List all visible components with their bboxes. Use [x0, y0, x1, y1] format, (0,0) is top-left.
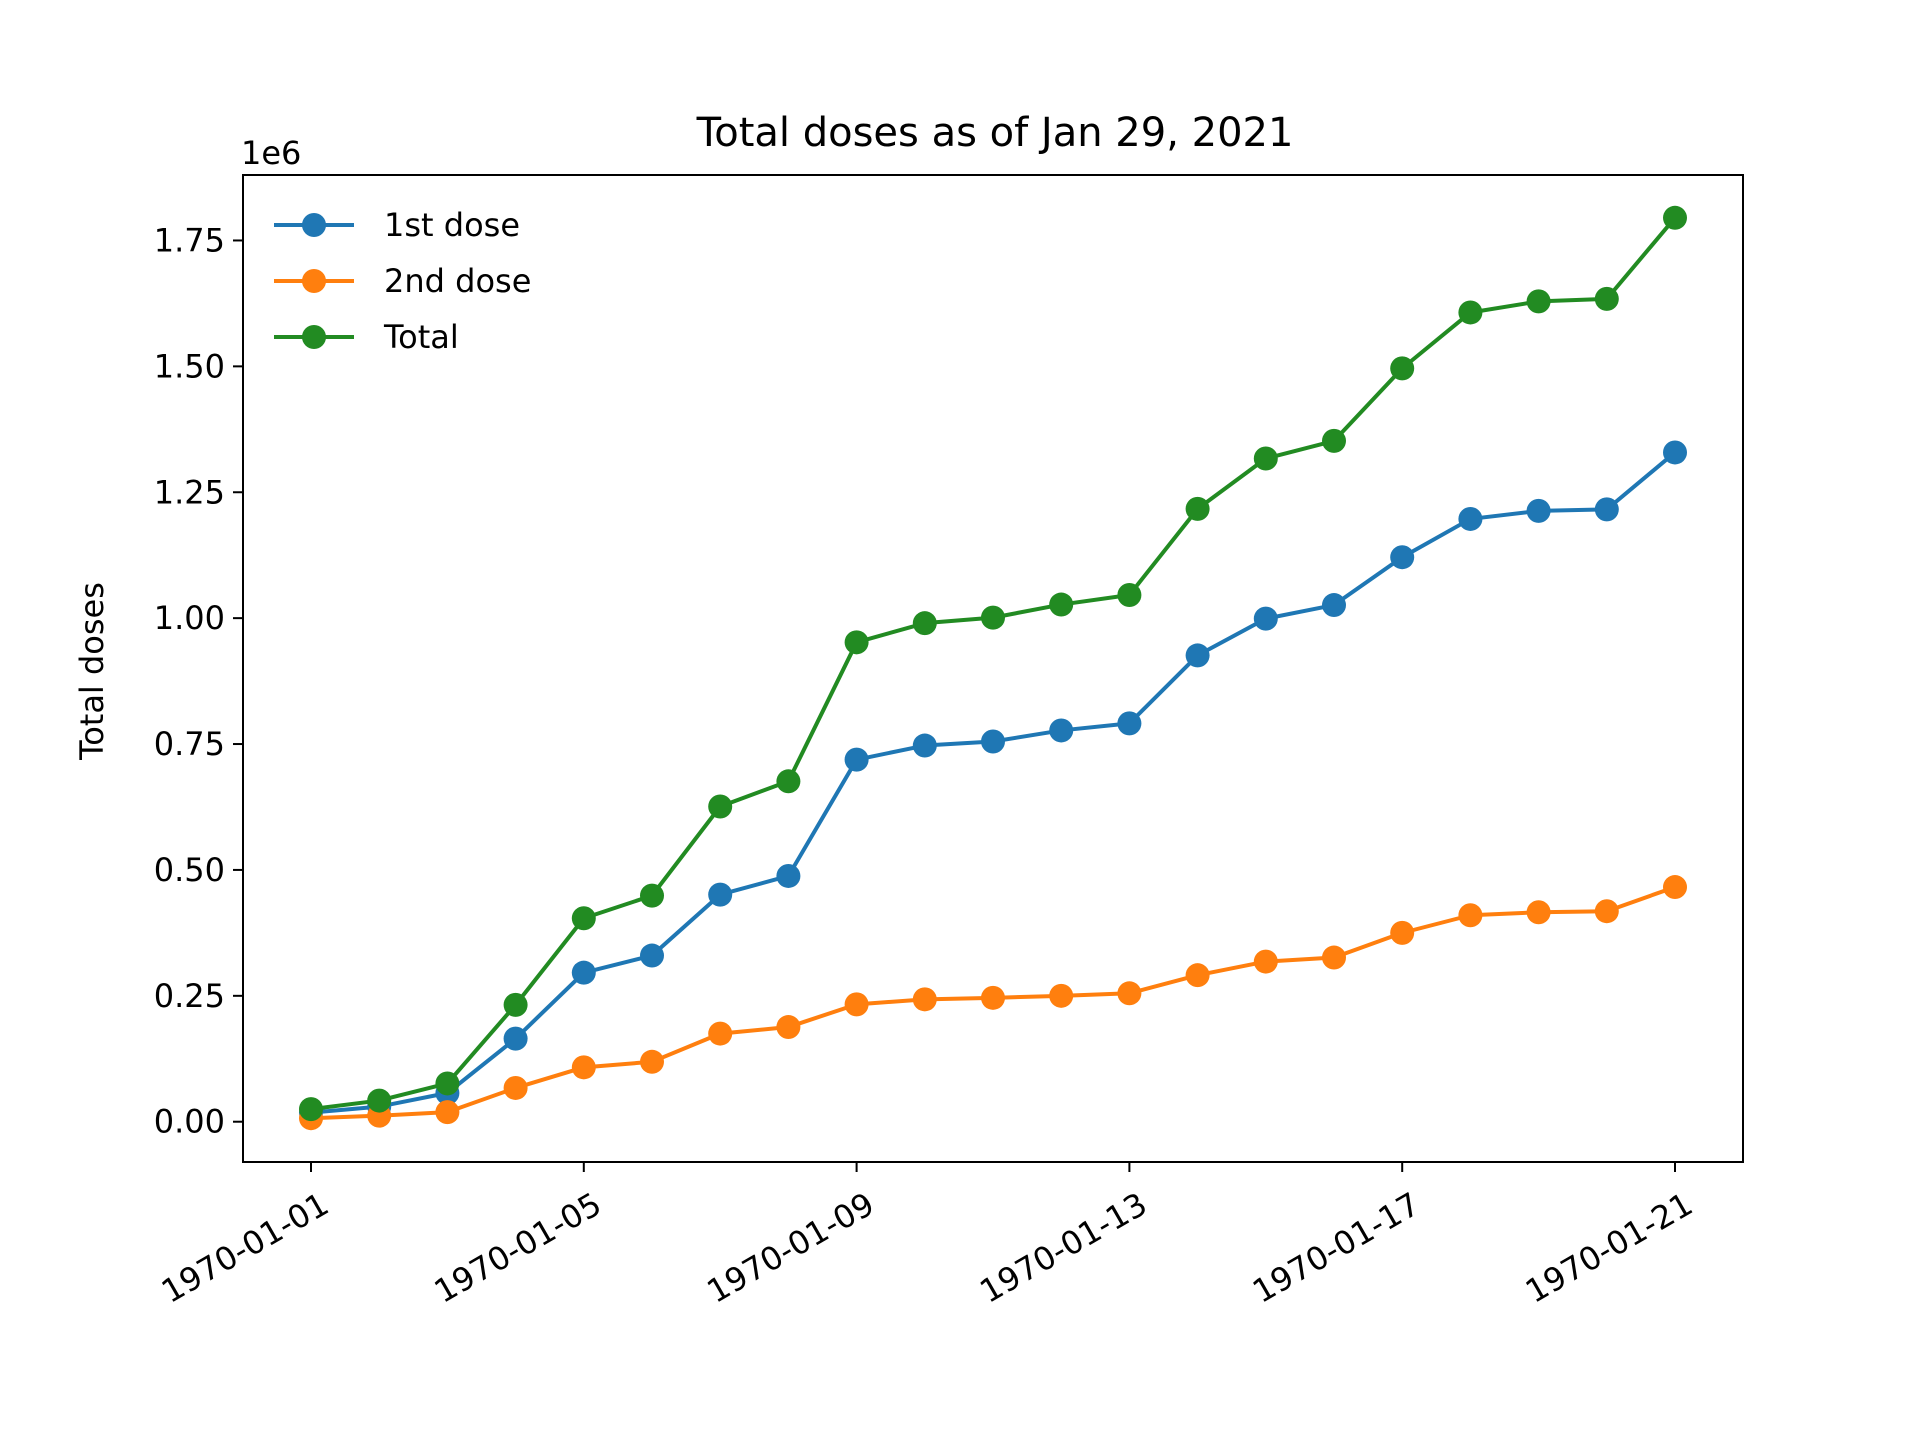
data-point	[1458, 506, 1483, 531]
data-point	[1117, 711, 1142, 736]
data-point	[1526, 498, 1551, 523]
data-point	[1390, 356, 1415, 381]
data-point	[503, 1075, 528, 1100]
series-line	[310, 216, 1677, 1112]
data-point	[1458, 300, 1483, 325]
x-tick-label: 1970-01-05	[428, 1185, 608, 1311]
data-point	[912, 733, 937, 758]
series-1st-dose	[299, 440, 1687, 1125]
y-tick-label: 0.25	[154, 977, 225, 1015]
x-tick-label: 1970-01-09	[701, 1185, 881, 1311]
data-point	[435, 1100, 460, 1125]
data-point	[1185, 963, 1210, 988]
y-tick-label: 1.00	[154, 599, 225, 637]
data-point	[1049, 592, 1074, 617]
y-axis-label: Total doses	[73, 582, 111, 761]
data-point	[1253, 446, 1278, 471]
legend-marker	[302, 269, 326, 293]
y-tick-label: 0.75	[154, 725, 225, 763]
data-point	[1594, 497, 1619, 522]
x-tick-label: 1970-01-13	[973, 1185, 1153, 1311]
data-point	[1663, 205, 1687, 230]
x-tick-label: 1970-01-17	[1246, 1185, 1426, 1311]
data-point	[435, 1071, 460, 1096]
data-point	[1253, 949, 1278, 974]
y-tick-label: 1.25	[154, 473, 225, 511]
x-tick-label: 1970-01-01	[155, 1185, 335, 1311]
legend-label: 2nd dose	[384, 262, 531, 300]
data-point	[1458, 903, 1483, 928]
data-point	[844, 747, 869, 772]
data-point	[912, 611, 937, 636]
y-tick-label: 1.75	[154, 221, 225, 259]
data-point	[1253, 606, 1278, 631]
legend-marker	[302, 213, 326, 237]
data-point	[1663, 875, 1687, 900]
series-total	[299, 205, 1687, 1122]
legend-label: Total	[383, 318, 459, 356]
data-point	[640, 883, 664, 908]
data-point	[1322, 945, 1346, 970]
data-point	[367, 1088, 392, 1113]
data-point	[1594, 286, 1619, 311]
y-tick-label: 1.50	[154, 347, 225, 385]
y-axis-offset-label: 1e6	[241, 134, 301, 172]
data-point	[1322, 428, 1346, 453]
legend-label: 1st dose	[384, 206, 520, 244]
data-point	[571, 906, 596, 931]
data-point	[708, 882, 733, 907]
data-point	[1117, 582, 1142, 607]
chart-title: Total doses as of Jan 29, 2021	[696, 110, 1294, 156]
y-tick-label: 0.00	[154, 1103, 225, 1141]
data-point	[503, 992, 528, 1017]
data-point	[1663, 440, 1687, 465]
data-point	[708, 794, 733, 819]
data-point	[571, 1055, 596, 1080]
data-point	[981, 605, 1005, 630]
data-point	[1390, 920, 1415, 945]
axes-frame	[242, 174, 1744, 1163]
legend-marker	[302, 325, 326, 349]
legend: 1st dose 2nd dose Total	[274, 206, 531, 356]
legend-item: Total	[274, 318, 459, 356]
data-point	[640, 1049, 664, 1074]
legend-item: 2nd dose	[274, 262, 531, 300]
data-point	[1049, 718, 1074, 743]
data-point	[776, 863, 801, 888]
data-point	[912, 987, 937, 1012]
data-point	[981, 729, 1005, 754]
data-point	[844, 992, 869, 1017]
legend-item: 1st dose	[274, 206, 520, 244]
data-point	[1117, 981, 1142, 1006]
data-point	[1390, 545, 1415, 570]
data-point	[844, 630, 869, 655]
data-point	[1526, 900, 1551, 925]
x-tick-label: 1970-01-21	[1519, 1185, 1699, 1311]
series-2nd-dose	[299, 875, 1687, 1131]
data-point	[1322, 593, 1346, 618]
data-point	[571, 960, 596, 985]
data-point	[640, 943, 664, 968]
data-point	[776, 1015, 801, 1040]
data-point	[299, 1097, 323, 1122]
data-point	[981, 985, 1005, 1010]
data-point	[1526, 289, 1551, 314]
data-point	[503, 1026, 528, 1051]
data-point	[1185, 643, 1210, 668]
data-point	[1185, 496, 1210, 521]
data-point	[1049, 983, 1074, 1008]
y-tick-label: 0.50	[154, 851, 225, 889]
data-point	[1594, 899, 1619, 924]
data-point	[708, 1021, 733, 1046]
data-point	[776, 769, 801, 794]
